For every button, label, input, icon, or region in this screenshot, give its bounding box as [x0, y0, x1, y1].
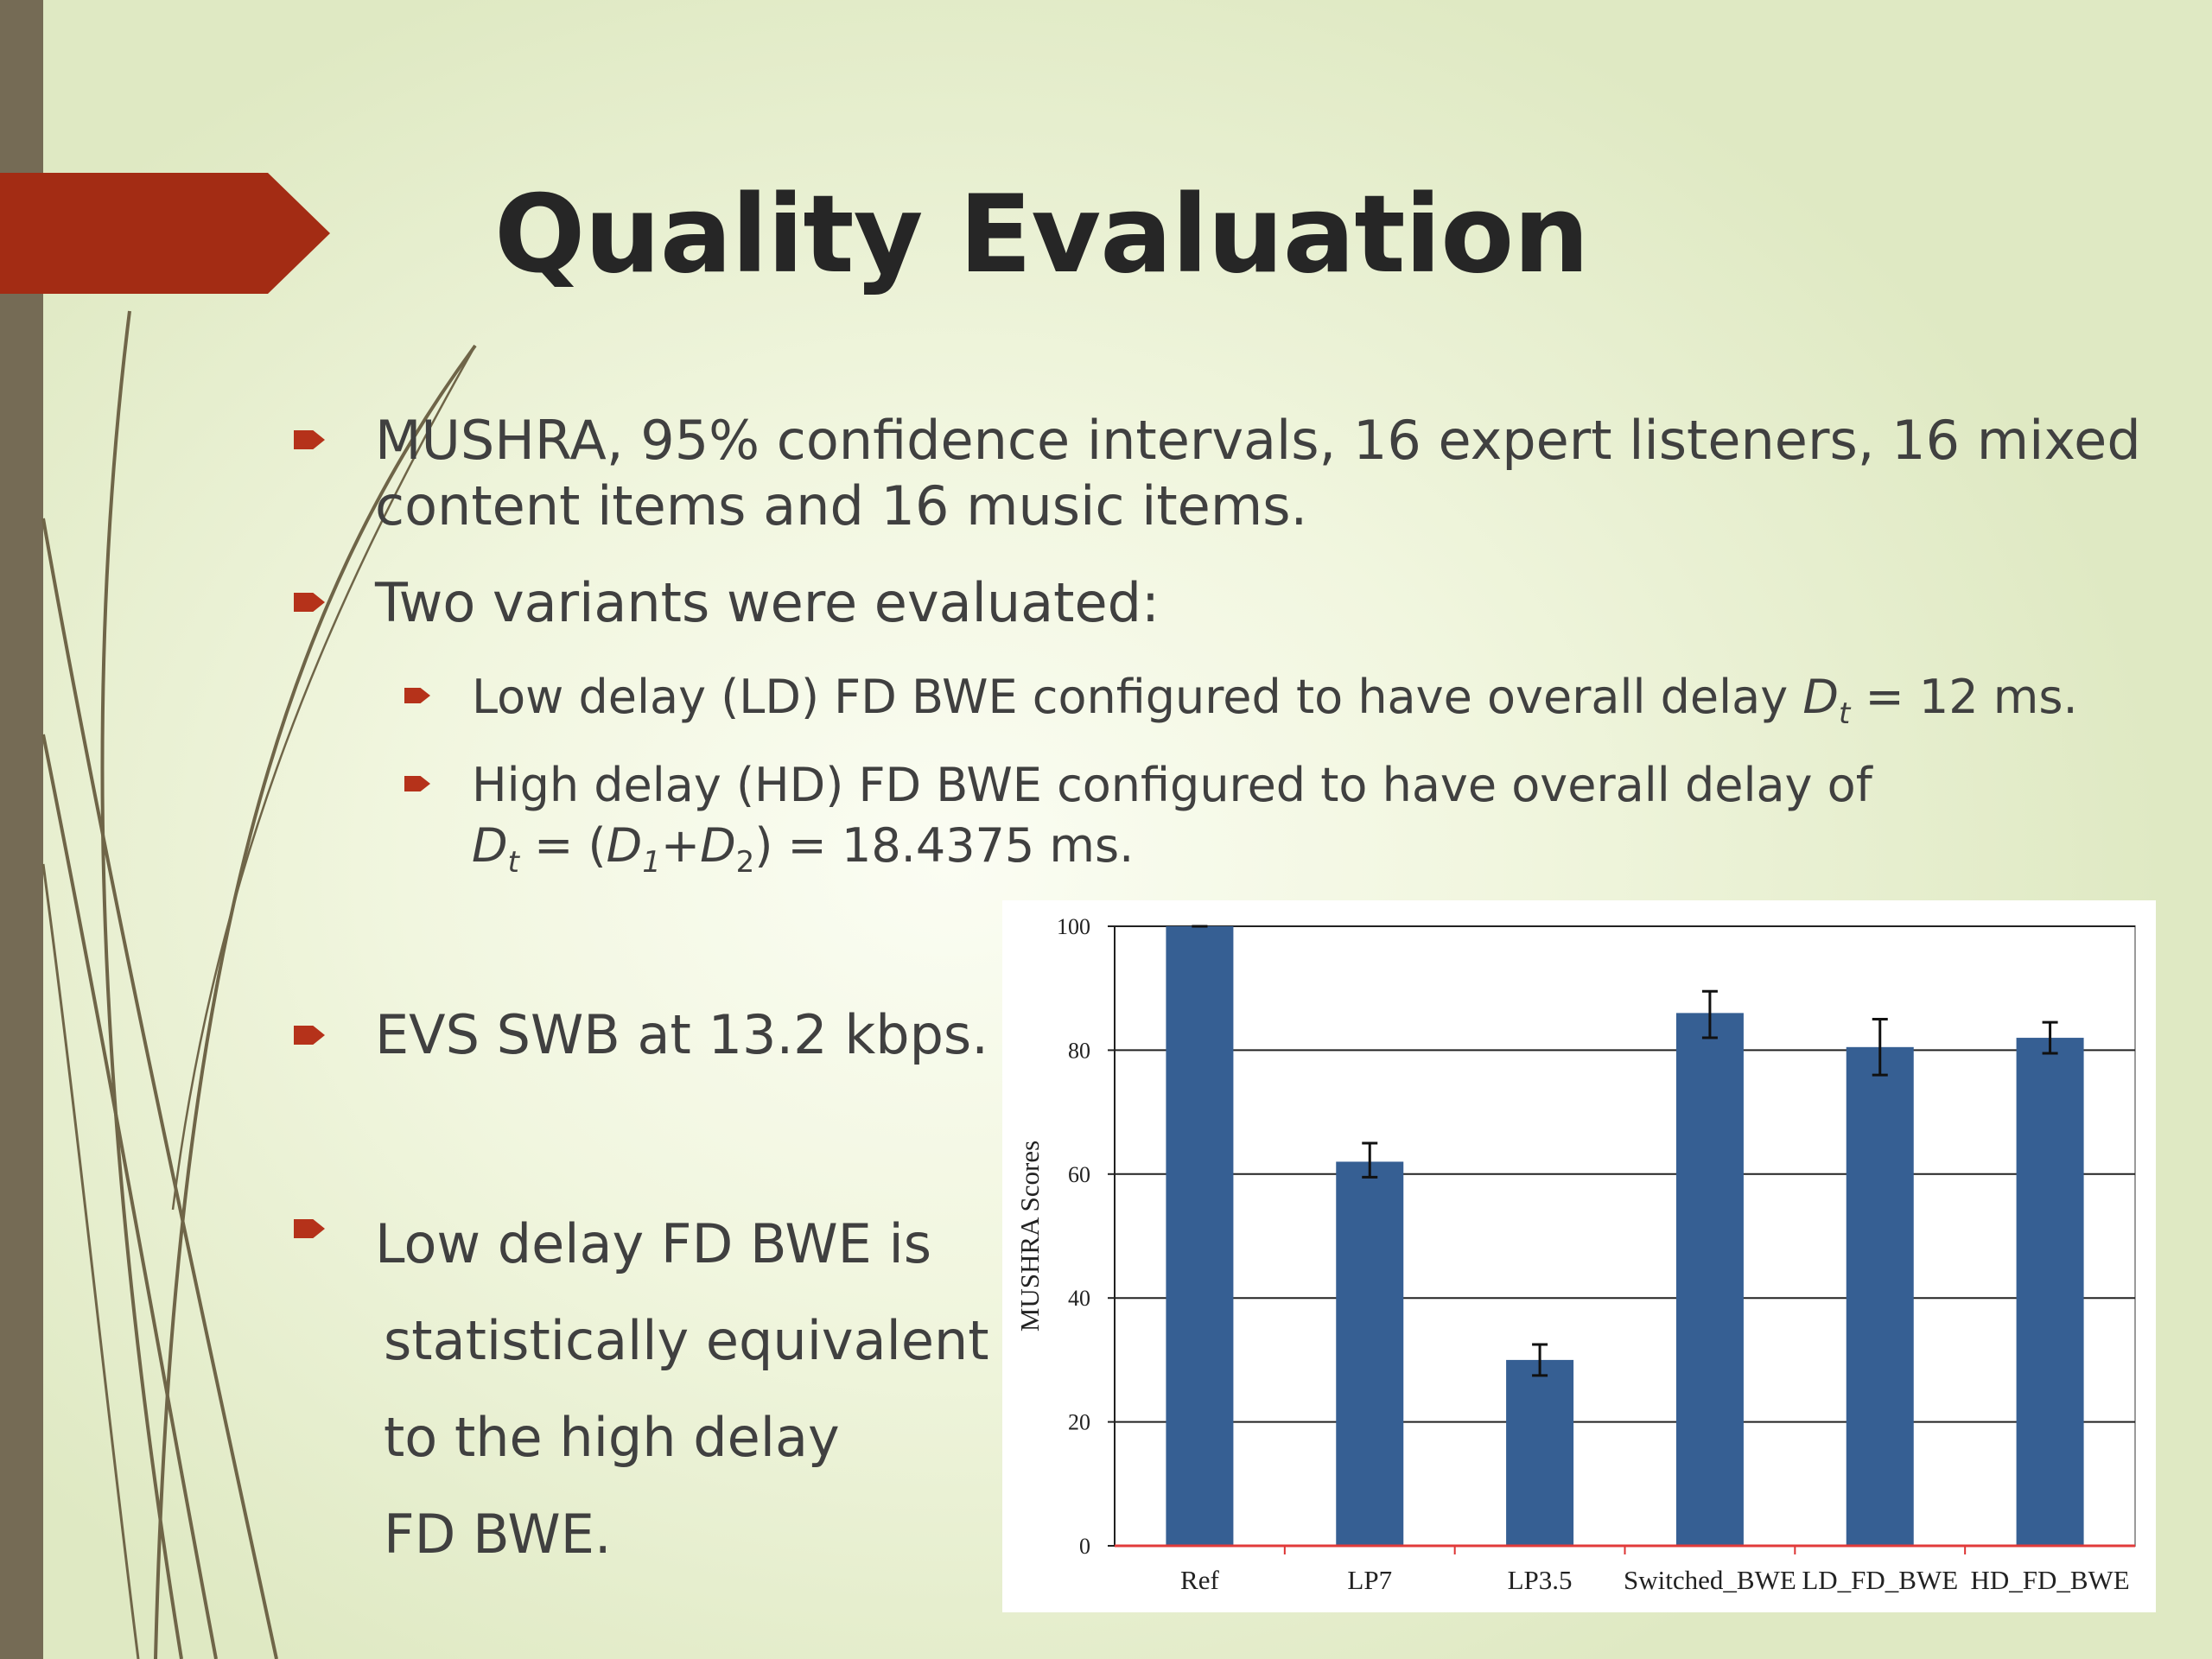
bullet-arrow-icon — [294, 430, 325, 449]
x-tick-label: LP3.5 — [1508, 1565, 1573, 1595]
bullet-line: to the high delay — [384, 1406, 840, 1469]
x-tick-label: Ref — [1180, 1565, 1219, 1595]
delay-variable: D — [472, 818, 508, 873]
bullet-arrow-icon — [294, 1219, 325, 1238]
formula-line: Dt = (D1+D2) = 18.4375 ms. — [472, 816, 1872, 893]
y-axis-label: MUSHRA Scores — [1014, 1141, 1045, 1332]
slide-title: Quality Evaluation — [494, 173, 1590, 297]
mushra-chart: 0 20 40 60 80 100 Ref LP7 LP3.5 Switched_BWE LD_FD… — [1002, 900, 2156, 1612]
text-span: = 12 ms. — [1850, 670, 2078, 724]
delay-variable: D — [700, 818, 736, 873]
x-tick-label: HD_FD_BWE — [1970, 1565, 2129, 1595]
subscript: t — [1838, 696, 1851, 731]
sub-bullet-arrow-icon — [404, 688, 430, 703]
text-span: = ( — [518, 818, 607, 873]
plot-area — [1114, 925, 2136, 1547]
bar — [1675, 1013, 1744, 1546]
y-tick-label: 0 — [1079, 1534, 1090, 1559]
text-span: Low delay (LD) FD BWE configured to have… — [472, 670, 1803, 724]
y-tick-label: 100 — [1057, 914, 1090, 939]
bullet-line: MUSHRA, 95% confidence intervals, 16 exp… — [375, 409, 2141, 472]
subscript: 1 — [642, 844, 661, 880]
bullet-arrow-icon — [294, 1026, 325, 1045]
bullet-evs: EVS SWB at 13.2 kbps. — [375, 1003, 988, 1066]
bar — [1336, 1161, 1404, 1546]
bullet-variants: Two variants were evaluated: — [375, 571, 1160, 634]
delay-variable: D — [606, 818, 643, 873]
y-tick-label: 40 — [1068, 1286, 1090, 1311]
x-tick-label: LD_FD_BWE — [1802, 1565, 1958, 1595]
bullet-line: statistically equivalent — [384, 1309, 989, 1372]
bullet-arrow-icon — [294, 593, 325, 612]
bullet-line: content items and 16 music items. — [375, 474, 1308, 537]
sub-bullet-ld: Low delay (LD) FD BWE configured to have… — [472, 667, 2078, 744]
sub-bullet-hd: High delay (HD) FD BWE configured to hav… — [472, 755, 1872, 893]
subscript: 2 — [735, 844, 755, 880]
text-span: ) = 18.4375 ms. — [754, 818, 1135, 873]
x-tick-label: LP7 — [1347, 1565, 1392, 1595]
bullet-mushra: MUSHRA, 95% confidence intervals, 16 exp… — [375, 408, 2141, 539]
bullet-line: FD BWE. — [384, 1503, 612, 1566]
subscript: t — [507, 844, 519, 880]
x-tick-label: Switched_BWE — [1624, 1565, 1796, 1595]
bullet-line: High delay (HD) FD BWE configured to hav… — [472, 758, 1872, 812]
text-span: + — [660, 818, 701, 873]
y-tick-label: 80 — [1068, 1038, 1090, 1063]
bar — [1166, 926, 1234, 1546]
delay-variable: D — [1802, 670, 1839, 724]
bar — [1846, 1046, 1914, 1546]
bullet-conclusion: Low delay FD BWE is statistically equiva… — [375, 1196, 989, 1583]
y-tick-label: 20 — [1068, 1410, 1090, 1435]
y-tick-label: 60 — [1068, 1162, 1090, 1187]
sub-bullet-arrow-icon — [404, 776, 430, 791]
chart-svg: 0 20 40 60 80 100 Ref LP7 LP3.5 Switched_BWE LD_FD… — [1014, 914, 2136, 1595]
bullet-line: Low delay FD BWE is — [375, 1212, 932, 1275]
title-accent-arrow — [0, 173, 330, 294]
bar — [1506, 1359, 1574, 1546]
decorative-curves — [41, 310, 477, 1659]
bar — [2016, 1038, 2084, 1546]
